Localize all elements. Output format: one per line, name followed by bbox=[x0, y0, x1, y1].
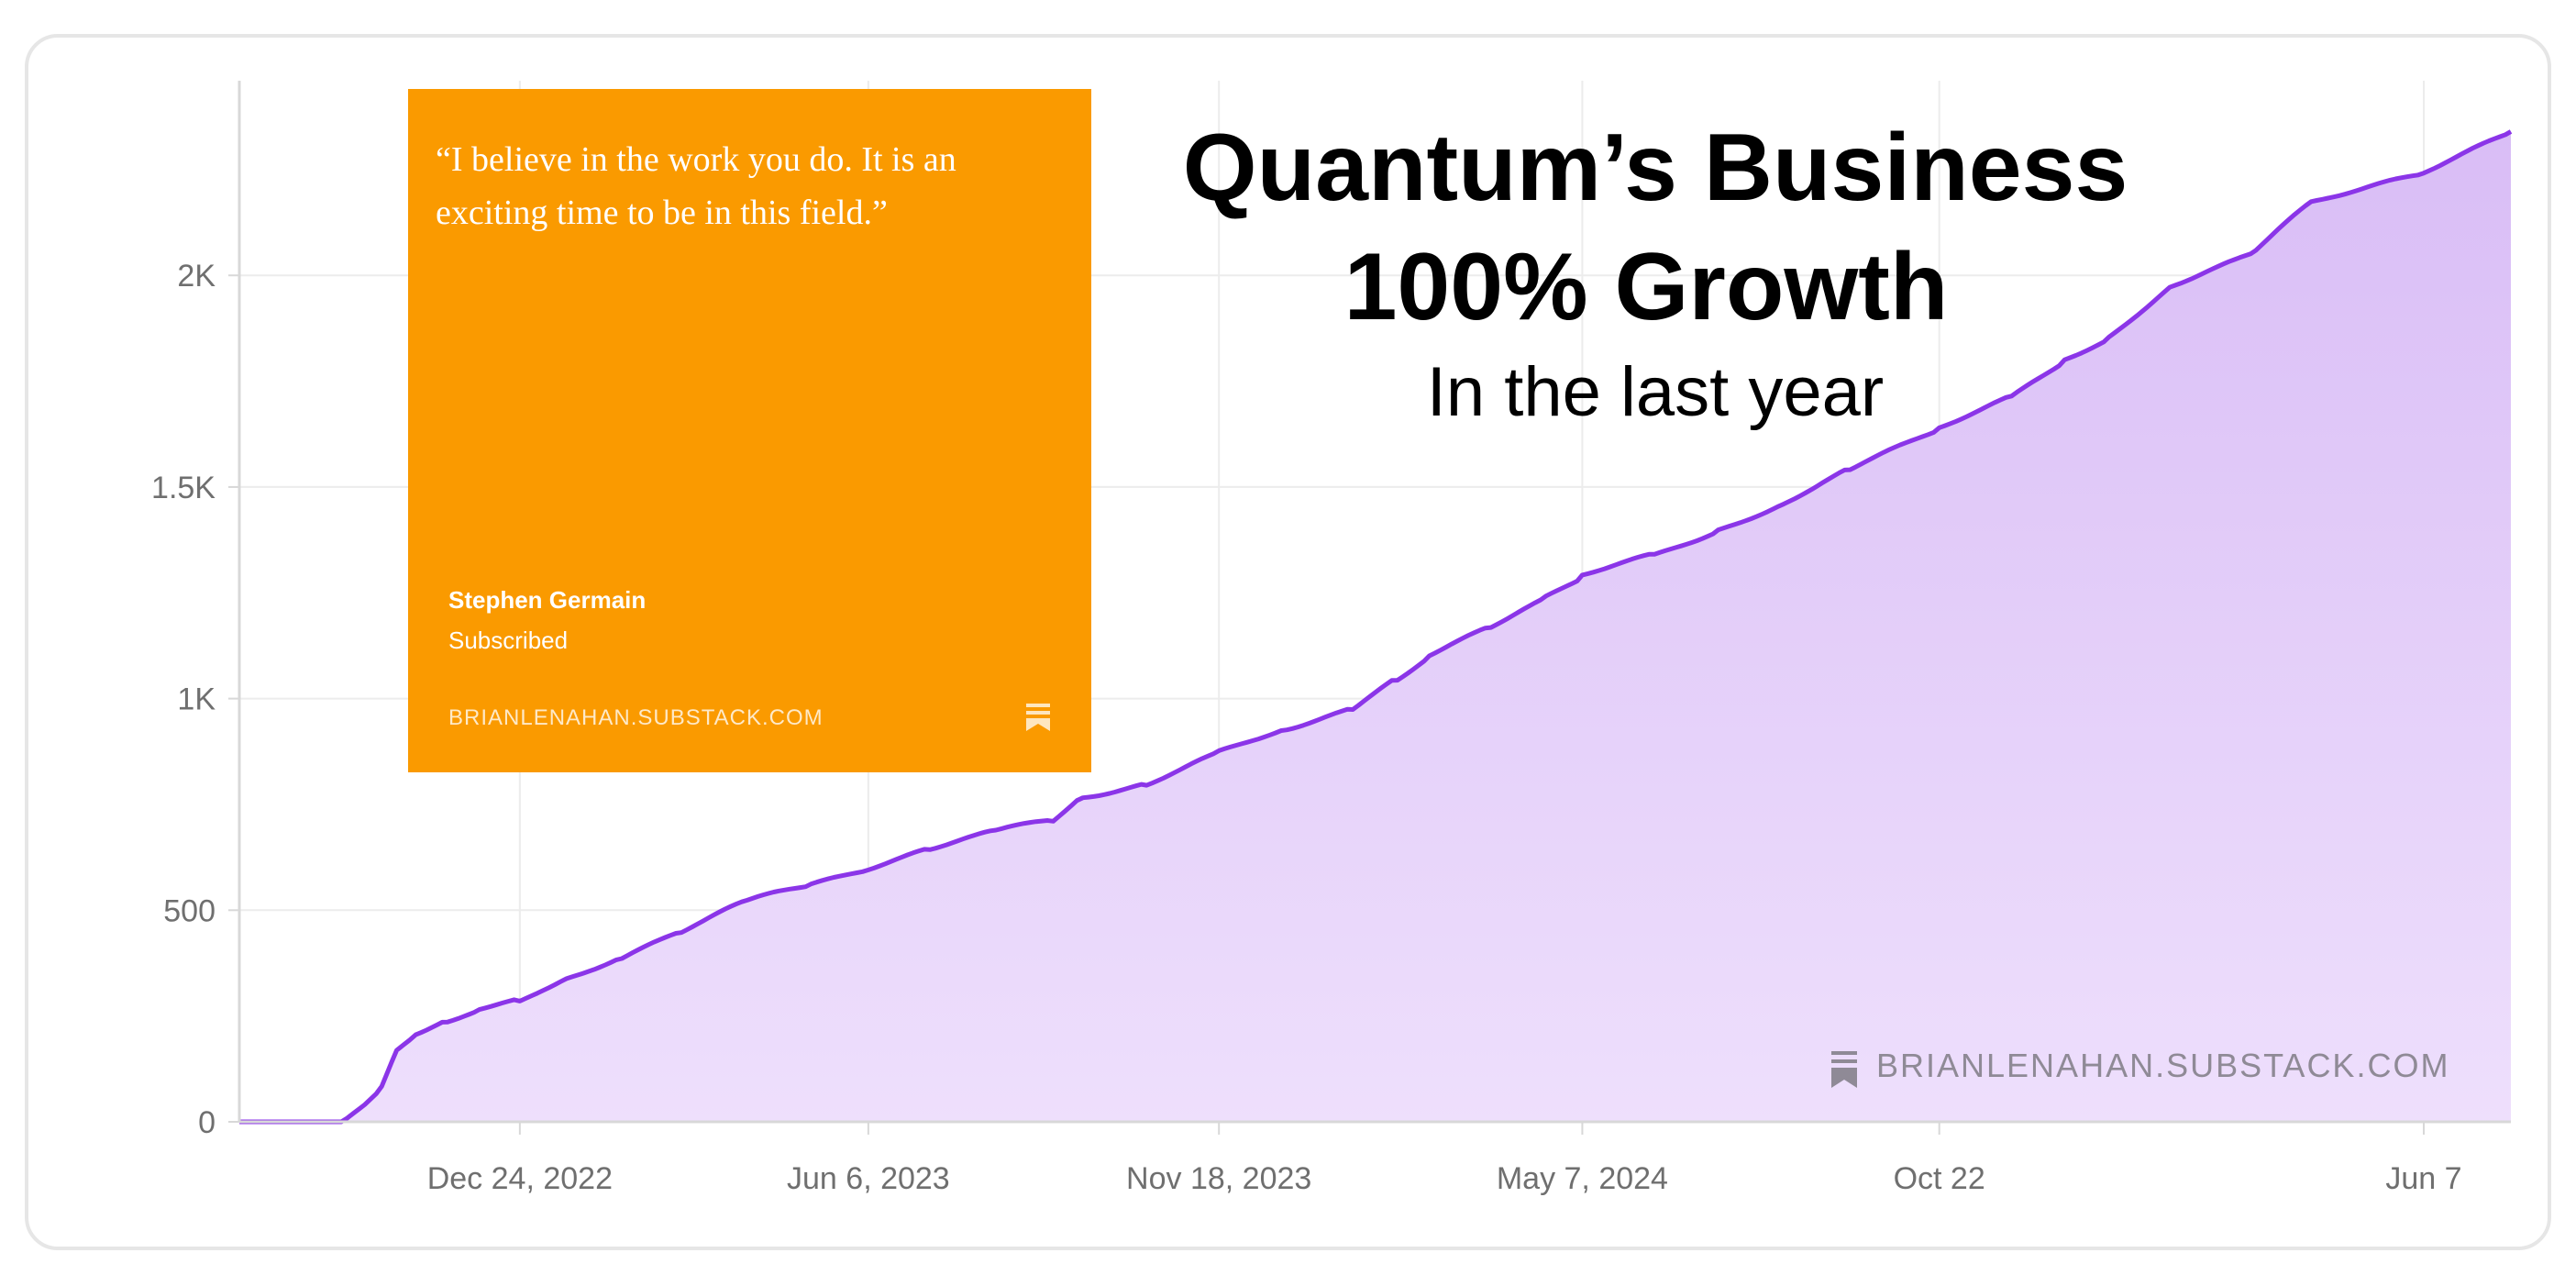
chart-subtitle: In the last year bbox=[1427, 353, 1885, 431]
bookmark-icon bbox=[1831, 1051, 1857, 1088]
y-tick-label: 1K bbox=[177, 682, 216, 717]
watermark-text: BRIANLENAHAN.SUBSTACK.COM bbox=[1876, 1047, 2449, 1084]
y-tick-label: 1.5K bbox=[151, 471, 216, 505]
bookmark-icon bbox=[1026, 704, 1050, 731]
y-axis-ticks: 0 500 1K 1.5K 2K bbox=[151, 259, 239, 1140]
x-tick-label: Oct 22 bbox=[1894, 1161, 1985, 1196]
chart-title: Quantum’s Business bbox=[1183, 115, 2128, 221]
area-fill bbox=[239, 131, 2511, 1122]
axes bbox=[238, 81, 2511, 1124]
x-tick-label: May 7, 2024 bbox=[1497, 1161, 1668, 1196]
x-tick-label: Jun 6, 2023 bbox=[787, 1161, 950, 1196]
testimonial-card: “I believe in the work you do. It is an … bbox=[408, 89, 1091, 772]
chart-title-line-2: 100% Growth bbox=[1344, 234, 1949, 340]
y-tick-label: 0 bbox=[198, 1105, 216, 1140]
x-tick-label: Jun 7 bbox=[2385, 1161, 2461, 1196]
testimonial-status: Subscribed bbox=[448, 626, 569, 654]
testimonial-author: Stephen Germain bbox=[448, 586, 647, 614]
testimonial-domain: BRIANLENAHAN.SUBSTACK.COM bbox=[448, 705, 824, 730]
watermark: BRIANLENAHAN.SUBSTACK.COM bbox=[1831, 1047, 2449, 1088]
y-tick-label: 500 bbox=[163, 893, 216, 928]
x-tick-label: Dec 24, 2022 bbox=[427, 1161, 613, 1196]
series-line bbox=[239, 129, 2513, 1125]
y-tick-label: 2K bbox=[177, 259, 216, 294]
testimonial-quote: “I believe in the work you do. It is an … bbox=[436, 140, 956, 232]
x-tick-label: Nov 18, 2023 bbox=[1126, 1161, 1311, 1196]
x-axis-ticks: Dec 24, 2022 Jun 6, 2023 Nov 18, 2023 May 7… bbox=[427, 1122, 2462, 1196]
